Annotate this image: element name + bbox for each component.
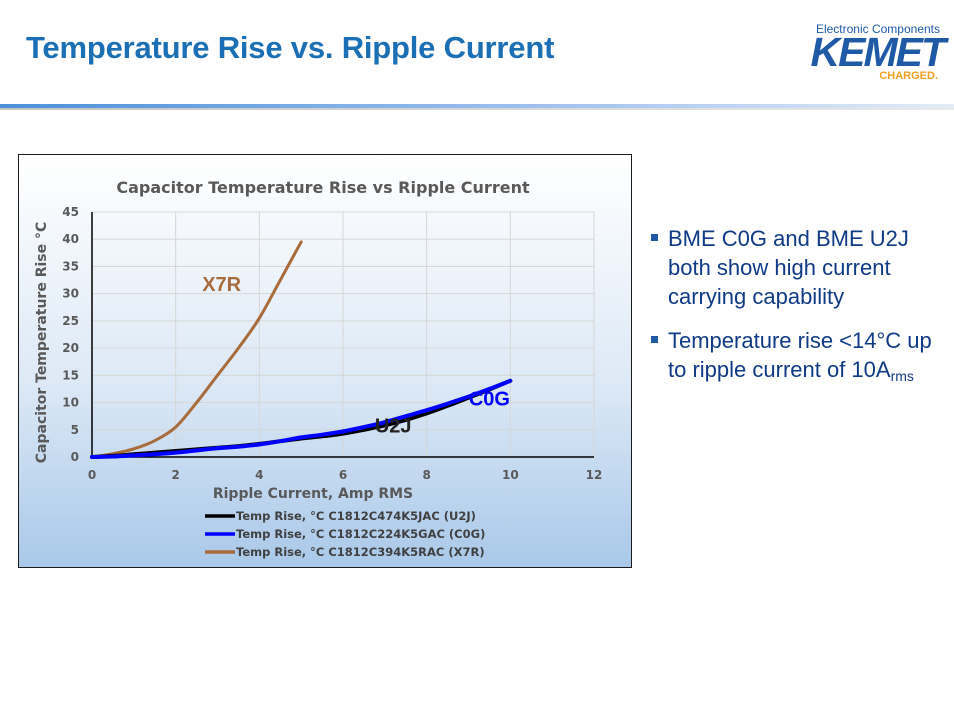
header-divider-shadow bbox=[0, 108, 954, 110]
logo-subtext: CHARGED. bbox=[879, 70, 938, 82]
slide-title: Temperature Rise vs. Ripple Current bbox=[26, 30, 555, 65]
chart-labels: Capacitor Temperature Rise vs Ripple Cur… bbox=[34, 178, 602, 559]
y-tick-label: 20 bbox=[62, 341, 79, 355]
series-line-x7r bbox=[90, 240, 303, 459]
annotation-x7r: X7R bbox=[202, 274, 241, 296]
x-tick-label: 8 bbox=[422, 468, 430, 482]
annotation-c0g: C0G bbox=[469, 388, 510, 410]
y-axis-title: Capacitor Temperature Rise °C bbox=[34, 222, 50, 464]
logo-wordmark: KEMET bbox=[810, 29, 946, 75]
legend-label-x7r: Temp Rise, °C C1812C394K5RAC (X7R) bbox=[236, 545, 485, 559]
y-tick-label: 30 bbox=[62, 287, 79, 301]
temperature-rise-chart: Capacitor Temperature Rise vs Ripple Cur… bbox=[19, 155, 631, 567]
logo-tagline: Electronic Components bbox=[815, 22, 940, 36]
bullet-item-2: Temperature rise <14°C up to ripple curr… bbox=[648, 326, 948, 384]
x-tick-label: 4 bbox=[255, 468, 263, 482]
y-tick-label: 35 bbox=[62, 259, 79, 273]
bullet-item-1: BME C0G and BME U2J both show high curre… bbox=[648, 224, 948, 311]
header-divider bbox=[0, 104, 954, 108]
chart-background bbox=[19, 155, 631, 567]
grid-lines bbox=[92, 211, 595, 457]
legend-label-u2j: Temp Rise, °C C1812C474K5JAC (U2J) bbox=[236, 509, 476, 523]
x-axis-title: Ripple Current, Amp RMS bbox=[213, 486, 413, 502]
x-tick-label: 6 bbox=[339, 468, 347, 482]
x-tick-label: 12 bbox=[586, 468, 603, 482]
bullet-text-2: Temperature rise <14°C up to ripple curr… bbox=[668, 328, 932, 382]
y-tick-label: 0 bbox=[71, 450, 79, 464]
annotation-u2j: U2J bbox=[375, 416, 412, 438]
bullet-text-1: BME C0G and BME U2J both show high curre… bbox=[668, 226, 909, 309]
y-tick-label: 45 bbox=[62, 205, 79, 219]
series-lines bbox=[90, 240, 513, 459]
axes bbox=[91, 212, 594, 458]
x-tick-label: 10 bbox=[502, 468, 519, 482]
series-line-c0g bbox=[90, 378, 513, 459]
y-tick-label: 25 bbox=[62, 314, 79, 328]
legend-label-c0g: Temp Rise, °C C1812C224K5GAC (C0G) bbox=[236, 527, 485, 541]
y-tick-label: 10 bbox=[62, 396, 79, 410]
x-tick-label: 2 bbox=[171, 468, 179, 482]
chart-title: Capacitor Temperature Rise vs Ripple Cur… bbox=[116, 178, 530, 197]
bullet-square-icon bbox=[651, 234, 658, 241]
kemet-logo: Electronic Components KEMET CHARGED. bbox=[780, 18, 948, 88]
y-tick-label: 5 bbox=[71, 423, 79, 437]
y-tick-label: 15 bbox=[62, 368, 79, 382]
chart-container: Capacitor Temperature Rise vs Ripple Cur… bbox=[18, 154, 632, 568]
x-tick-label: 0 bbox=[88, 468, 96, 482]
bullet-square-icon bbox=[651, 336, 658, 343]
bullet-list: BME C0G and BME U2J both show high curre… bbox=[648, 224, 948, 399]
bullet-subscript-rms: rms bbox=[890, 368, 914, 384]
y-tick-label: 40 bbox=[62, 232, 79, 246]
